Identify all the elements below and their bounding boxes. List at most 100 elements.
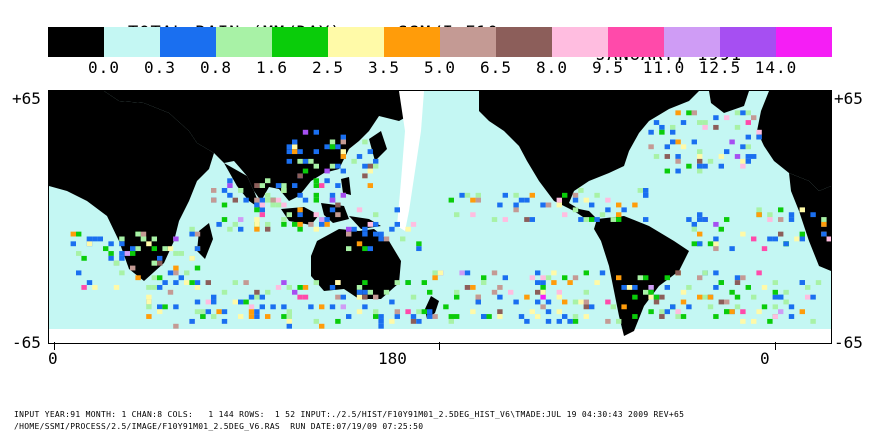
rain-cell	[583, 304, 589, 310]
rain-cell	[189, 318, 195, 324]
rain-cell	[729, 309, 735, 315]
rain-cell	[799, 280, 805, 285]
rain-cell	[221, 202, 228, 208]
rain-cell	[362, 304, 368, 310]
rain-cell	[265, 314, 271, 319]
rain-cell	[535, 270, 541, 276]
rain-cell	[286, 323, 292, 329]
rain-cell	[697, 241, 703, 247]
rain-cell	[238, 314, 244, 319]
rain-cell	[783, 241, 789, 247]
rain-cell	[778, 294, 784, 300]
rain-cell	[686, 304, 692, 310]
rain-cell	[373, 163, 379, 169]
rain-cell	[670, 304, 676, 310]
land-africa	[49, 91, 214, 281]
rain-cell	[297, 192, 303, 198]
rain-cell	[464, 270, 471, 276]
rain-cell	[718, 299, 724, 305]
rain-cell	[340, 139, 346, 145]
rain-cell	[254, 217, 260, 222]
rain-cell	[664, 168, 670, 174]
rain-cell	[76, 231, 82, 237]
rain-cell	[643, 192, 649, 198]
rain-cell	[529, 192, 535, 198]
rain-cell	[745, 158, 751, 164]
rain-cell	[632, 285, 638, 290]
rain-cell	[340, 304, 346, 310]
rain-cell	[778, 231, 784, 237]
rain-cell	[324, 217, 330, 222]
rain-cell	[648, 129, 654, 135]
rain-cell	[632, 202, 638, 208]
rain-cell	[119, 236, 125, 242]
rain-cell	[713, 124, 719, 130]
rain-cell	[259, 294, 265, 300]
rain-cell	[394, 309, 400, 315]
rain-cell	[308, 158, 314, 164]
rain-cell	[734, 154, 741, 159]
rain-cells	[70, 110, 831, 329]
rain-cell	[292, 289, 298, 295]
rain-cell	[119, 270, 125, 276]
rain-cell	[286, 212, 292, 218]
rain-cell	[410, 318, 417, 324]
rain-cell	[227, 178, 233, 184]
rain-cell	[675, 309, 681, 315]
rain-cell	[373, 314, 379, 319]
rain-cell	[302, 285, 309, 290]
rain-cell	[459, 192, 465, 198]
rain-cell	[265, 221, 271, 227]
rain-cell	[302, 129, 309, 135]
lon-label-left: 0	[48, 349, 58, 368]
rain-cell	[740, 158, 746, 164]
rain-cell	[794, 236, 800, 242]
rain-cell	[378, 236, 384, 242]
rain-cell	[243, 197, 249, 203]
rain-cell	[324, 168, 330, 174]
rain-cell	[664, 144, 670, 150]
rain-cell	[724, 149, 730, 155]
rain-cell	[254, 226, 260, 232]
rain-cell	[259, 183, 265, 188]
rain-cell	[599, 270, 606, 276]
rain-cell	[572, 207, 579, 213]
rain-cell	[146, 314, 152, 319]
rain-cell	[686, 163, 692, 169]
rain-cell	[799, 236, 805, 242]
rain-cell	[275, 285, 282, 290]
rain-cell	[756, 212, 762, 218]
rainfall-map	[48, 90, 832, 344]
scale-swatch-10	[552, 27, 608, 57]
rain-cell	[416, 241, 422, 247]
rain-cell	[297, 221, 303, 227]
rain-cell	[378, 318, 384, 324]
rain-cell	[524, 197, 530, 203]
rain-cell	[324, 178, 330, 184]
land-north-america	[479, 91, 699, 221]
rain-cell	[626, 285, 633, 290]
rain-cell	[189, 226, 195, 232]
rain-cell	[194, 246, 201, 252]
rain-cell	[313, 178, 319, 184]
rain-cell	[745, 285, 751, 290]
rain-cell	[756, 207, 762, 213]
rain-cell	[146, 241, 152, 247]
rain-cell	[389, 299, 395, 305]
rain-cell	[194, 265, 201, 271]
rain-cell	[540, 280, 546, 285]
rain-cell	[718, 280, 724, 285]
rain-cell	[416, 318, 422, 324]
footer-line-2: /HOME/SSMI/PROCESS/2.5/IMAGE/F10Y91M01_2…	[14, 422, 424, 431]
rain-cell	[675, 158, 681, 164]
rain-cell	[713, 285, 719, 290]
rain-cell	[254, 314, 260, 319]
rain-cell	[437, 270, 444, 276]
rain-cell	[756, 134, 762, 140]
rain-cell	[767, 212, 773, 218]
rain-cell	[724, 299, 730, 305]
rain-cell	[697, 149, 703, 155]
rain-cell	[475, 294, 481, 300]
rain-cell	[583, 270, 589, 276]
rain-cell	[335, 318, 341, 324]
